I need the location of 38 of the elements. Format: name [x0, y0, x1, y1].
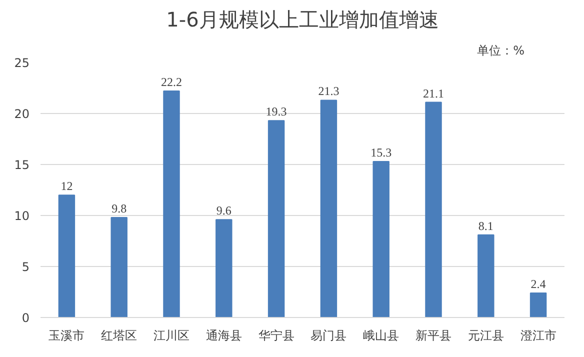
y-tick-label: 10	[14, 209, 30, 223]
bar	[530, 292, 547, 318]
bar	[216, 219, 232, 318]
bar	[425, 102, 442, 318]
x-tick-label: 元江县	[468, 328, 504, 342]
data-label: 22.2	[161, 75, 182, 90]
data-label: 21.1	[423, 86, 444, 100]
chart-title: 1-6月规模以上工业增加值增速	[166, 8, 439, 32]
data-label: 8.1	[478, 218, 494, 233]
data-label: 9.6	[216, 204, 232, 218]
x-tick-label: 江川区	[154, 328, 190, 342]
bar	[372, 160, 390, 318]
x-tick-label: 新平县	[416, 328, 452, 342]
y-tick-label: 20	[14, 107, 30, 121]
x-tick-label: 峨山县	[363, 328, 400, 342]
bar	[163, 90, 180, 318]
data-label: 12	[60, 179, 73, 194]
data-label: 19.3	[266, 104, 287, 119]
x-tick-label: 通海县	[206, 328, 242, 342]
bar	[268, 120, 285, 318]
x-tick-label: 玉溪市	[48, 328, 85, 342]
y-tick-label: 0	[22, 311, 30, 325]
data-label: 9.8	[112, 202, 127, 216]
data-label: 2.4	[530, 277, 546, 292]
bar	[58, 194, 76, 318]
x-tick-label: 易门县	[310, 328, 347, 342]
x-tick-label: 澄江市	[520, 328, 556, 342]
y-tick-label: 15	[14, 158, 30, 172]
y-tick-label: 25	[14, 56, 30, 70]
x-tick-label: 红塔区	[101, 328, 138, 342]
x-tick-label: 华宁县	[258, 328, 294, 342]
bar	[478, 234, 494, 318]
data-label: 15.3	[370, 145, 392, 160]
text: 单位：%	[477, 44, 525, 58]
data-label: 21.3	[318, 84, 340, 98]
bar	[110, 217, 128, 318]
y-tick-label: 5	[22, 260, 30, 274]
bar	[320, 100, 338, 318]
